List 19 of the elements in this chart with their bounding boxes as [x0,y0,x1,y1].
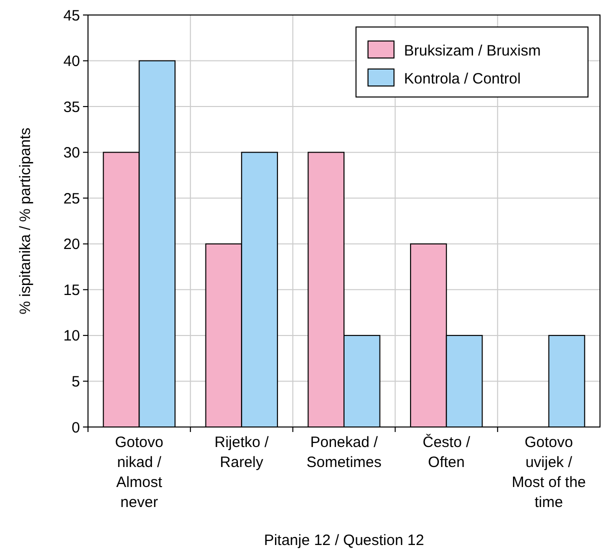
x-tick-label: Gotovo nikad / Almost never [115,434,164,511]
x-tick-label: Često / Often [422,433,471,471]
y-tick-label: 25 [63,190,80,208]
legend-label: Kontrola / Control [404,70,521,88]
x-axis-title: Pitanje 12 / Question 12 [264,532,424,549]
y-axis-title: % ispitanika / % participants [17,128,34,314]
legend-label: Bruksizam / Bruxism [404,42,541,60]
y-tick-label: 40 [63,53,80,70]
y-tick-label: 45 [63,7,80,24]
y-tick-label: 20 [63,236,80,254]
y-tick-label: 30 [63,144,80,162]
y-tick-label: 5 [72,373,80,390]
y-tick-label: 35 [63,98,80,116]
x-tick-label: Rijetko / Rarely [214,434,270,471]
y-tick-label: 0 [72,419,80,436]
x-tick-label: Ponekad / Sometimes [306,434,382,471]
y-tick-label: 15 [63,282,80,299]
y-tick-label: 10 [63,328,80,345]
x-tick-label: Gotovo uvijek / Most of the time [512,434,586,511]
